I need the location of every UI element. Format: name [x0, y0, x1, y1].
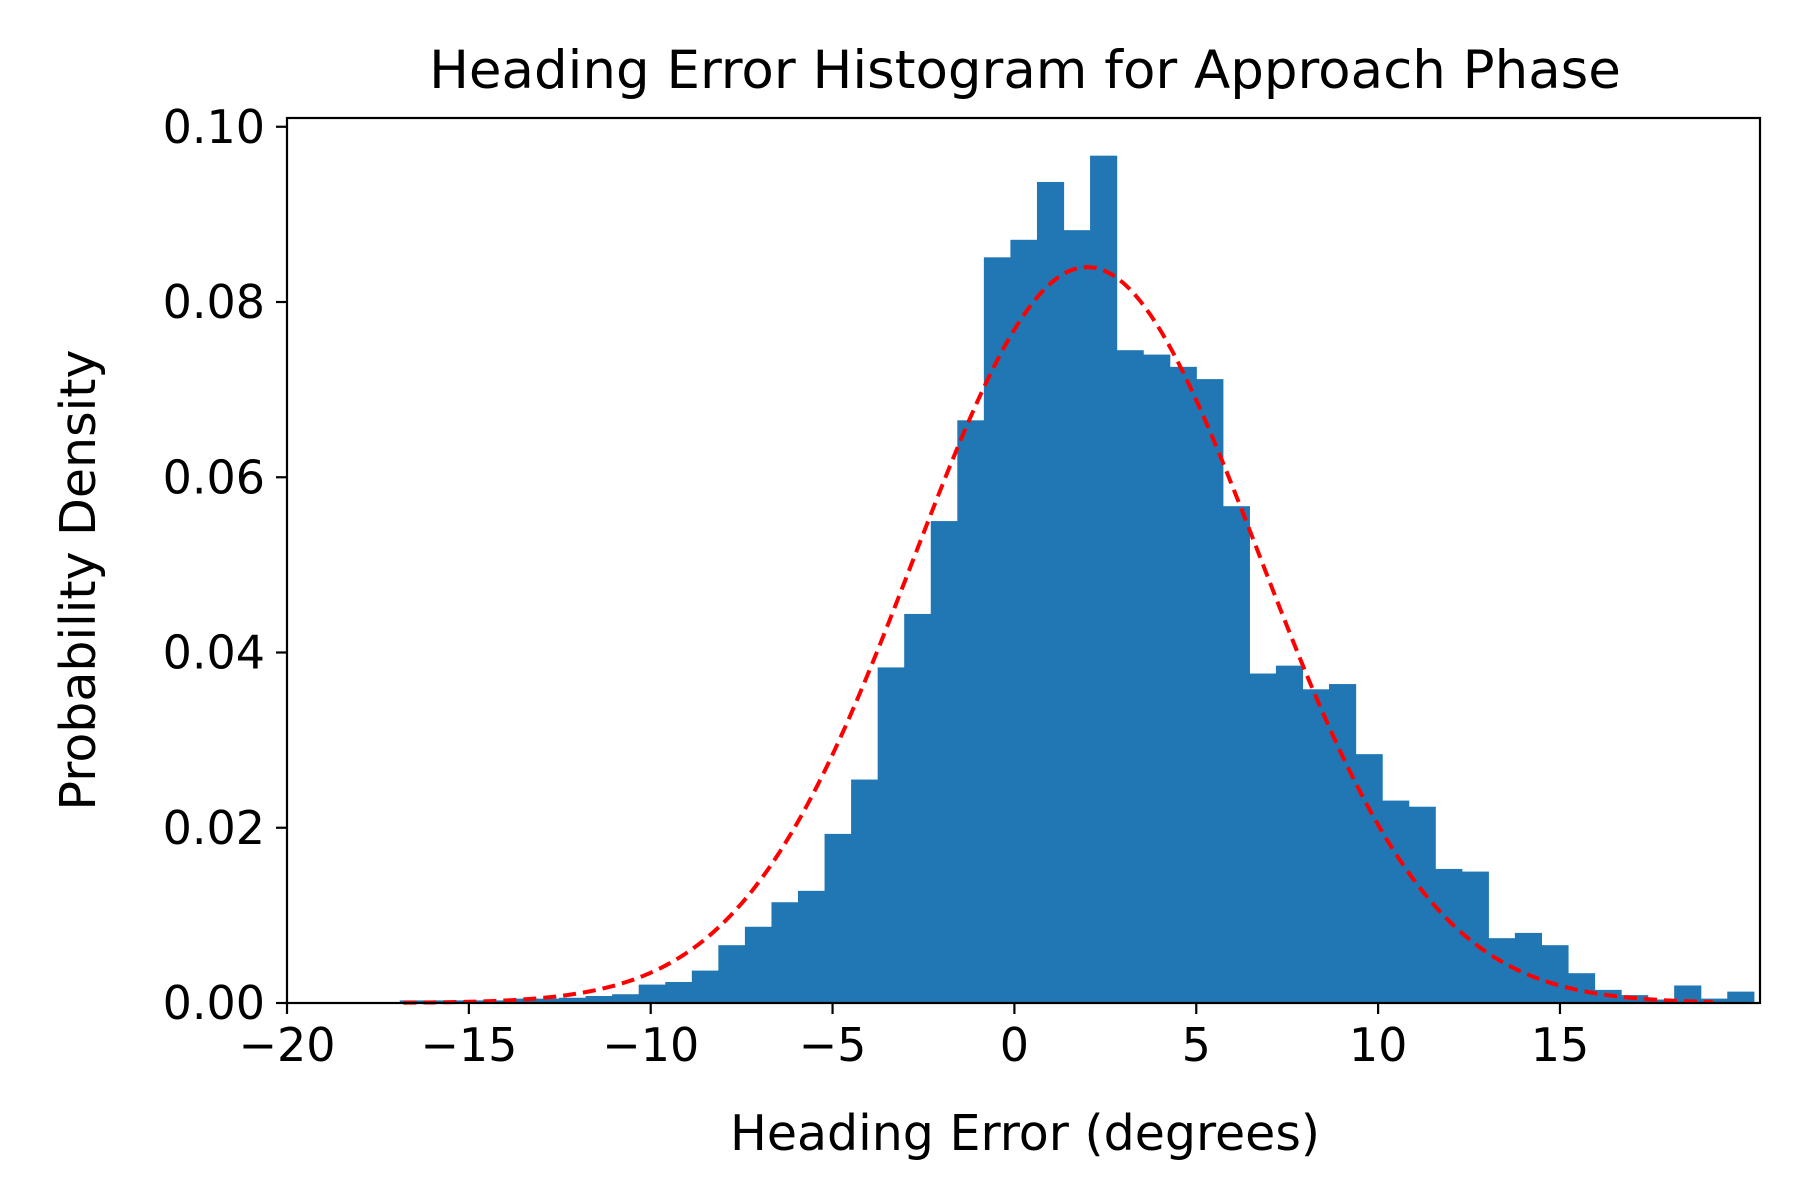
histogram-bar — [585, 995, 613, 1003]
y-tick-label: 0.00 — [163, 976, 265, 1030]
histogram-bar — [1700, 998, 1728, 1003]
histogram-bar — [1435, 868, 1463, 1003]
histogram-bar — [1116, 350, 1144, 1003]
x-tick-label: −20 — [238, 1018, 335, 1072]
histogram-bar — [1249, 673, 1277, 1003]
y-tick-label: 0.06 — [163, 450, 265, 504]
histogram-bar — [1143, 354, 1171, 1003]
histogram-bar — [1222, 506, 1250, 1003]
histogram-bar — [983, 257, 1012, 1003]
histogram-bar — [798, 890, 826, 1003]
x-axis-label: Heading Error (degrees) — [730, 1105, 1320, 1162]
histogram-bar — [904, 613, 932, 1003]
y-tick-label: 0.08 — [163, 275, 265, 329]
x-tick-label: 5 — [1182, 1018, 1211, 1072]
histogram-bar — [612, 994, 640, 1003]
normal-fit-line — [403, 265, 1713, 1005]
histogram-bar — [691, 970, 719, 1003]
histogram-bar — [532, 998, 560, 1003]
histogram-bar — [851, 779, 879, 1003]
chart-title: Heading Error Histogram for Approach Pha… — [429, 40, 1621, 101]
histogram-bar — [1674, 985, 1702, 1003]
y-tick-label: 0.10 — [163, 100, 265, 154]
histogram-bar — [771, 902, 799, 1003]
histogram-bar — [665, 981, 693, 1003]
x-axis-ticks: −20 −15 −10 −5 0 5 10 15 — [238, 1003, 1589, 1072]
x-tick-label: 0 — [1000, 1018, 1029, 1072]
x-tick-label: 15 — [1531, 1018, 1590, 1072]
histogram-bar — [1169, 366, 1197, 1004]
histogram-bar — [1727, 991, 1755, 1003]
histogram-bar — [824, 833, 852, 1003]
histogram-bar — [1541, 945, 1569, 1003]
histogram-bar — [1090, 155, 1118, 1003]
histogram-bar — [505, 998, 534, 1003]
histogram-bar — [1275, 665, 1304, 1003]
histogram-bar — [1196, 379, 1224, 1004]
x-tick-label: −5 — [799, 1018, 867, 1072]
y-axis-ticks: 0.00 0.02 0.04 0.06 0.08 0.10 — [163, 100, 287, 1030]
histogram-bar — [744, 926, 773, 1003]
histogram-bar — [1302, 689, 1330, 1003]
histogram-bar — [718, 945, 746, 1003]
x-tick-label: 10 — [1349, 1018, 1408, 1072]
histogram-bar — [638, 984, 666, 1003]
histogram-bar — [1036, 181, 1065, 1004]
histogram-bar — [1488, 938, 1516, 1003]
histogram-bar — [559, 997, 587, 1003]
histogram-bar — [1010, 239, 1038, 1004]
histogram-bar — [426, 1000, 454, 1003]
histogram-bar — [1063, 230, 1091, 1003]
histogram-bar — [1647, 999, 1675, 1003]
histogram-bar — [957, 420, 985, 1003]
x-tick-label: −15 — [420, 1018, 517, 1072]
y-tick-label: 0.04 — [163, 626, 265, 680]
histogram-bar — [1408, 806, 1436, 1003]
histogram-bar — [930, 521, 958, 1003]
histogram-bar — [1514, 932, 1543, 1003]
y-axis-label: Probability Density — [50, 350, 107, 811]
histogram-bar — [877, 667, 905, 1003]
histogram-bars — [399, 155, 1755, 1004]
y-tick-label: 0.02 — [163, 801, 265, 855]
x-tick-label: −10 — [602, 1018, 699, 1072]
plot-frame — [285, 116, 1762, 1005]
histogram-bar — [1382, 800, 1410, 1003]
